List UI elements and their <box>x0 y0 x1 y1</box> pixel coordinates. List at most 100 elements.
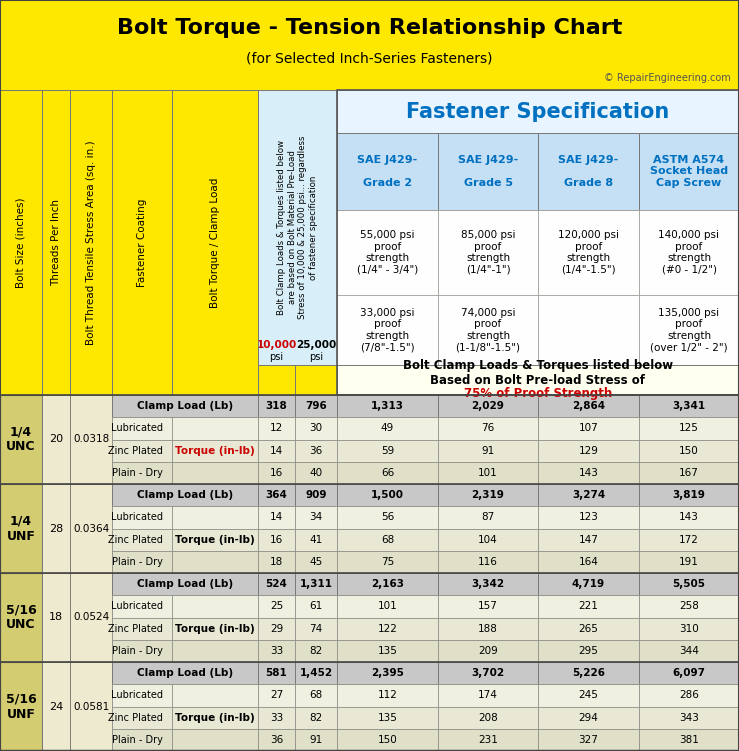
Bar <box>172 617 258 640</box>
Bar <box>337 506 438 529</box>
Bar <box>337 365 739 395</box>
Bar <box>112 573 258 596</box>
Text: Bolt Clamp Loads & Torques listed below
are based on Bolt Material Pre-Load
Stre: Bolt Clamp Loads & Torques listed below … <box>277 136 318 319</box>
Bar <box>438 484 538 506</box>
Text: Bolt Size (inches): Bolt Size (inches) <box>16 198 26 288</box>
Text: 41: 41 <box>310 535 323 544</box>
Bar <box>639 617 739 640</box>
Text: Torque (in-lb): Torque (in-lb) <box>175 535 255 544</box>
Bar <box>337 439 438 462</box>
Text: 20: 20 <box>49 435 63 445</box>
Text: Bolt Torque - Tension Relationship Chart: Bolt Torque - Tension Relationship Chart <box>117 18 622 38</box>
Bar <box>438 640 538 662</box>
Text: 122: 122 <box>378 623 398 634</box>
Bar <box>337 684 438 707</box>
Text: 12: 12 <box>270 424 283 433</box>
Text: 310: 310 <box>679 623 699 634</box>
Bar <box>438 506 538 529</box>
Text: 104: 104 <box>478 535 498 544</box>
Bar <box>438 395 538 418</box>
Text: Bolt Torque / Clamp Load: Bolt Torque / Clamp Load <box>210 177 220 308</box>
Text: Zinc Plated: Zinc Plated <box>108 623 163 634</box>
Text: 112: 112 <box>378 690 398 701</box>
Text: Plain - Dry: Plain - Dry <box>112 468 163 478</box>
Bar <box>538 462 639 484</box>
Text: Zinc Plated: Zinc Plated <box>108 535 163 544</box>
Bar <box>112 617 172 640</box>
Bar <box>538 529 639 550</box>
Bar <box>639 596 739 617</box>
Bar <box>538 550 639 573</box>
Bar <box>258 684 295 707</box>
Bar <box>337 728 438 751</box>
Bar <box>258 90 337 365</box>
Bar <box>258 439 295 462</box>
Bar <box>112 506 172 529</box>
Text: 34: 34 <box>310 512 323 523</box>
Text: 208: 208 <box>478 713 498 722</box>
Text: 4,719: 4,719 <box>572 579 605 589</box>
Text: 343: 343 <box>679 713 699 722</box>
Bar <box>438 617 538 640</box>
Bar <box>538 707 639 728</box>
Bar <box>258 707 295 728</box>
Bar <box>172 596 258 617</box>
Text: 16: 16 <box>270 535 283 544</box>
Bar <box>258 418 295 439</box>
Text: 2,864: 2,864 <box>572 401 605 411</box>
Bar <box>112 439 172 462</box>
Text: 10,000: 10,000 <box>256 340 296 350</box>
Bar <box>258 484 295 506</box>
Text: 33: 33 <box>270 713 283 722</box>
Text: 150: 150 <box>378 735 398 745</box>
Text: 25,000: 25,000 <box>296 340 336 350</box>
Bar <box>337 640 438 662</box>
Text: 1,500: 1,500 <box>371 490 404 500</box>
Text: 143: 143 <box>679 512 699 523</box>
Bar <box>337 462 438 484</box>
Text: 150: 150 <box>679 445 699 456</box>
Text: 0.0318: 0.0318 <box>73 435 109 445</box>
Text: 265: 265 <box>579 623 599 634</box>
Bar <box>258 506 295 529</box>
Text: 123: 123 <box>579 512 599 523</box>
Bar <box>639 484 739 506</box>
Text: 286: 286 <box>679 690 699 701</box>
Bar <box>295 640 337 662</box>
Text: Based on Bolt Pre-load Stress of: Based on Bolt Pre-load Stress of <box>431 373 645 387</box>
Bar <box>438 210 538 295</box>
Text: 36: 36 <box>310 445 323 456</box>
Bar <box>438 550 538 573</box>
Text: 85,000 psi
proof
strength
(1/4"-1"): 85,000 psi proof strength (1/4"-1") <box>460 230 515 275</box>
Bar <box>42 573 70 662</box>
Bar <box>538 133 639 210</box>
Bar <box>172 90 258 395</box>
Bar <box>172 728 258 751</box>
Text: 245: 245 <box>579 690 599 701</box>
Text: 364: 364 <box>265 490 287 500</box>
Text: 27: 27 <box>270 690 283 701</box>
Text: 66: 66 <box>381 468 394 478</box>
Bar <box>337 617 438 640</box>
Text: 167: 167 <box>679 468 699 478</box>
Bar <box>172 640 258 662</box>
Bar <box>538 684 639 707</box>
Text: 135,000 psi
proof
strength
(over 1/2" - 2"): 135,000 psi proof strength (over 1/2" - … <box>650 308 728 352</box>
Text: Lubricated: Lubricated <box>111 602 163 611</box>
Bar <box>438 133 538 210</box>
Bar <box>337 550 438 573</box>
Bar <box>337 573 438 596</box>
Bar <box>295 462 337 484</box>
Bar <box>0 0 739 90</box>
Text: 2,395: 2,395 <box>371 668 404 678</box>
Bar <box>438 418 538 439</box>
Bar <box>337 295 438 365</box>
Bar <box>438 573 538 596</box>
Bar <box>258 640 295 662</box>
Bar <box>112 662 258 684</box>
Text: 143: 143 <box>579 468 599 478</box>
Bar <box>112 462 172 484</box>
Bar <box>295 365 337 395</box>
Text: 101: 101 <box>478 468 498 478</box>
Text: 68: 68 <box>310 690 323 701</box>
